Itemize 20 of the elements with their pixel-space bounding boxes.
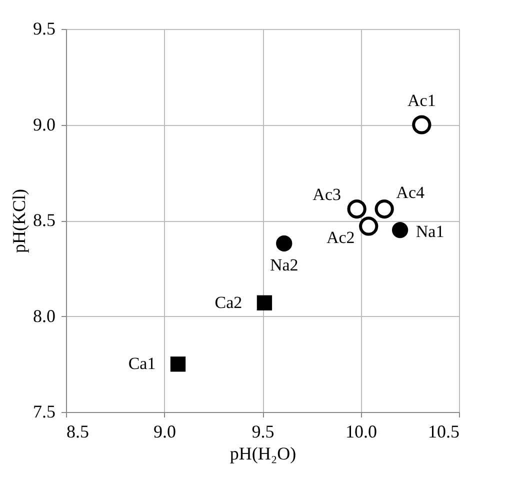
y-tick-label: 9.5 [33, 18, 56, 38]
y-tick-label: 8.5 [33, 210, 56, 230]
annotation: Ac3 [312, 185, 341, 204]
y-tick-label: 7.5 [33, 402, 56, 422]
annotation: Ca1 [128, 354, 156, 374]
x-tick-label: 8.5 [66, 422, 89, 442]
annotation: Ac4 [396, 183, 425, 202]
annotation: Na2 [270, 255, 298, 274]
y-tick-label: 9.0 [33, 114, 56, 134]
annotation: Ac1 [408, 90, 436, 110]
annotation: Ac2 [326, 228, 355, 248]
x-tick-label: 9.5 [252, 422, 274, 442]
x-tick-label: 10.0 [346, 422, 377, 442]
x-tick-label: 10.5 [428, 422, 460, 442]
y-tick-label: 8.0 [33, 306, 56, 326]
x-tick-label: 9.0 [154, 422, 176, 442]
x-axis-title: pH(H₂O) [230, 444, 296, 464]
annotation: Na1 [416, 222, 444, 242]
annotation: Ca2 [214, 292, 242, 312]
y-axis-title: pH(KCl) [9, 189, 29, 253]
